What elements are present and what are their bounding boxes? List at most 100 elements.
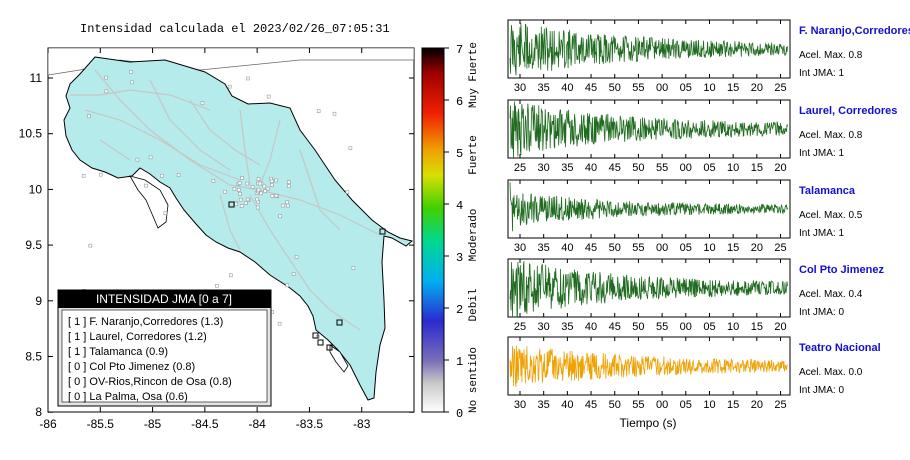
station-point bbox=[160, 173, 164, 178]
seismogram-x-tick: 55 bbox=[632, 242, 644, 254]
station-point bbox=[351, 266, 356, 270]
seismogram-x-tick: 20 bbox=[751, 242, 763, 254]
station-point bbox=[278, 214, 282, 218]
waveform bbox=[509, 261, 788, 318]
station-point bbox=[245, 181, 250, 186]
station-point bbox=[256, 187, 261, 192]
seismogram-panel: 30 35 40 45 50 55 00 05 10 15 20 25 Talamanca Acel. M… bbox=[507, 179, 863, 254]
seismogram-x-tick: 15 bbox=[751, 162, 763, 174]
station-point bbox=[345, 190, 350, 194]
station-point bbox=[176, 173, 181, 177]
seismogram-x-tick: 05 bbox=[703, 321, 715, 333]
seismogram-x-tick: 10 bbox=[727, 162, 739, 174]
seismogram-x-tick: 35 bbox=[538, 82, 550, 94]
map-x-tick-label: -83 bbox=[353, 417, 371, 431]
colorbar-tick-label: 2 bbox=[456, 303, 463, 317]
int-jma: Int JMA: 1 bbox=[799, 68, 844, 79]
map-x-tick-label: -83.5 bbox=[296, 417, 324, 431]
map-title: Intensidad calculada el 2023/02/26_07:05… bbox=[80, 22, 390, 36]
seismogram-x-tick: 15 bbox=[727, 399, 739, 411]
station-point bbox=[81, 174, 86, 178]
seismogram-x-tick: 25 bbox=[514, 321, 526, 333]
station-point bbox=[332, 111, 337, 116]
colorbar-category-label: Fuerte bbox=[468, 135, 480, 175]
station-point bbox=[285, 200, 289, 205]
map-legend: INTENSIDAD JMA [0 a 7] [ 1 ] F. Naranjo,… bbox=[57, 289, 272, 407]
station-point bbox=[256, 177, 261, 182]
int-jma: Int JMA: 0 bbox=[799, 385, 844, 396]
map-x-tick-label: -85 bbox=[144, 417, 162, 431]
seismogram-x-tick: 35 bbox=[538, 399, 550, 411]
map-x-tick-label: -85.5 bbox=[87, 417, 115, 431]
station-point bbox=[236, 188, 241, 192]
station-point bbox=[257, 181, 262, 186]
station-name: Laurel, Corredores bbox=[799, 105, 897, 117]
colorbar-tick-label: 0 bbox=[456, 407, 463, 421]
seismogram-x-tick: 40 bbox=[561, 242, 573, 254]
colorbar-tick-label: 3 bbox=[456, 251, 463, 265]
seismogram-x-tick: 10 bbox=[703, 242, 715, 254]
seismogram-x-tick: 20 bbox=[751, 399, 763, 411]
station-point bbox=[262, 184, 267, 189]
station-name: Teatro Nacional bbox=[799, 342, 881, 354]
station-point bbox=[98, 172, 103, 177]
seismogram-x-tick: 35 bbox=[538, 242, 550, 254]
colorbar-category-label: No sentido bbox=[468, 347, 480, 413]
station-point bbox=[270, 183, 274, 187]
seismogram-x-tick: 20 bbox=[751, 82, 763, 94]
highlight-stations bbox=[228, 201, 386, 351]
station-point bbox=[277, 321, 282, 326]
station-name: F. Naranjo,Corredores bbox=[799, 25, 910, 37]
map-panel: -86 -85.5 -85 -84.5 -84 -83.5 -83 11 10.5 10 9.5 9… bbox=[19, 47, 415, 431]
seismogram-x-tick: 15 bbox=[751, 321, 763, 333]
colorbar-category-label: Moderado bbox=[468, 209, 480, 262]
colorbar: 7 6 5 4 3 2 1 0 Muy Fuerte Fuerte Moderado Debil No… bbox=[421, 42, 480, 421]
station-point bbox=[270, 179, 274, 184]
station-point bbox=[215, 283, 219, 288]
station-point bbox=[234, 202, 239, 207]
map-y-tick-label: 10 bbox=[29, 182, 43, 196]
seismogram-x-tick: 15 bbox=[727, 82, 739, 94]
station-point bbox=[238, 191, 242, 196]
station-point bbox=[287, 184, 291, 189]
station-point bbox=[129, 69, 133, 74]
waveform bbox=[509, 182, 788, 232]
seismogram-x-tick: 05 bbox=[680, 82, 692, 94]
colorbar-tick-label: 7 bbox=[456, 43, 463, 57]
legend-item: [ 1 ] Laurel, Corredores (1.2) bbox=[68, 331, 207, 343]
seismogram-x-tick: 35 bbox=[561, 162, 573, 174]
legend-item: [ 0 ] OV-Rios,Rincon de Osa (0.8) bbox=[68, 376, 232, 388]
waveform bbox=[509, 101, 788, 158]
seismogram-x-tick: 05 bbox=[680, 399, 692, 411]
station-point bbox=[270, 194, 275, 198]
seismogram-x-tick: 55 bbox=[656, 321, 668, 333]
station-point bbox=[148, 155, 153, 160]
seismogram-x-tick: 55 bbox=[632, 82, 644, 94]
seismogram-x-tick: 40 bbox=[561, 399, 573, 411]
seismogram-x-tick: 55 bbox=[656, 162, 668, 174]
acel-max: Acel. Max. 0.8 bbox=[799, 50, 863, 61]
station-point bbox=[239, 204, 244, 208]
legend-item: [ 1 ] Talamanca (0.9) bbox=[68, 346, 168, 358]
station-name: Talamanca bbox=[799, 185, 856, 197]
seismogram-x-tick: 30 bbox=[514, 399, 526, 411]
seismogram-x-tick: 50 bbox=[609, 399, 621, 411]
int-jma: Int JMA: 0 bbox=[799, 307, 844, 318]
seismogram-x-tick: 50 bbox=[609, 242, 621, 254]
station-point bbox=[238, 197, 243, 202]
station-point bbox=[274, 178, 278, 183]
station-point bbox=[104, 89, 109, 94]
map-y-tick-label: 11 bbox=[30, 71, 43, 85]
golfo-dulce bbox=[329, 344, 349, 373]
station-point bbox=[211, 179, 216, 183]
station-point bbox=[250, 185, 255, 189]
station-point bbox=[144, 183, 148, 188]
colorbar-category-label: Muy Fuerte bbox=[468, 42, 480, 108]
seismogram-x-tick: 50 bbox=[609, 82, 621, 94]
seismogram-x-tick: 00 bbox=[656, 399, 668, 411]
station-point bbox=[255, 197, 260, 202]
station-point bbox=[263, 189, 267, 193]
seismogram-x-tick: 25 bbox=[514, 162, 526, 174]
station-point bbox=[246, 76, 250, 81]
station-point bbox=[274, 193, 279, 198]
